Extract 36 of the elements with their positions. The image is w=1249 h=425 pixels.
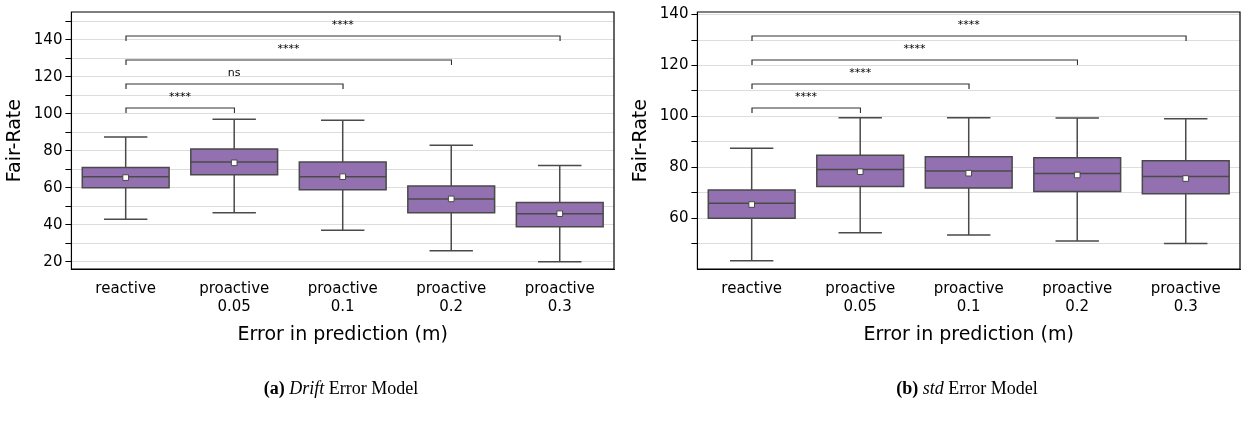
x-tick-label: proactive 0.1 (307, 279, 378, 316)
annotation: **** (330, 18, 355, 33)
x-tick-label: proactive 0.05 (825, 279, 896, 316)
y-axis-title: Fair-Rate (628, 99, 651, 183)
annotation: **** (167, 90, 192, 105)
y-tick-label: 120 (33, 66, 63, 85)
y-tick-label: 60 (669, 208, 689, 227)
x-tick-label: proactive 0.05 (199, 279, 270, 316)
x-tick-label: proactive 0.3 (524, 279, 595, 316)
x-tick-label: proactive 0.1 (933, 279, 1004, 316)
y-tick-label: 40 (43, 214, 63, 233)
y-axis-title: Fair-Rate (2, 99, 25, 183)
x-axis-title: Error in prediction (m) (237, 321, 448, 344)
y-tick-label: 140 (659, 4, 689, 23)
annotation: **** (793, 90, 818, 105)
y-tick-label: 20 (43, 251, 63, 270)
annotation: ns (226, 66, 242, 81)
x-tick-label: reactive (721, 279, 783, 298)
annotation: **** (956, 18, 981, 33)
x-tick-label: reactive (95, 279, 157, 298)
y-tick-label: 140 (33, 29, 63, 48)
y-tick-label: 80 (669, 157, 689, 176)
annotation: **** (902, 42, 927, 57)
x-tick-label: proactive 0.2 (1042, 279, 1113, 316)
x-axis-title: Error in prediction (m) (863, 321, 1074, 344)
y-tick-label: 80 (43, 140, 63, 159)
text: (a) Drift Error Model (263, 378, 419, 398)
y-tick-label: 100 (659, 106, 689, 125)
annotation: **** (848, 66, 873, 81)
y-tick-label: 60 (43, 177, 63, 196)
text: (b) std Error Model (896, 378, 1038, 398)
y-tick-label: 100 (33, 103, 63, 122)
x-tick-label: proactive 0.3 (1150, 279, 1221, 316)
x-tick-label: proactive 0.2 (416, 279, 487, 316)
y-tick-label: 120 (659, 55, 689, 74)
annotation: **** (276, 42, 301, 57)
